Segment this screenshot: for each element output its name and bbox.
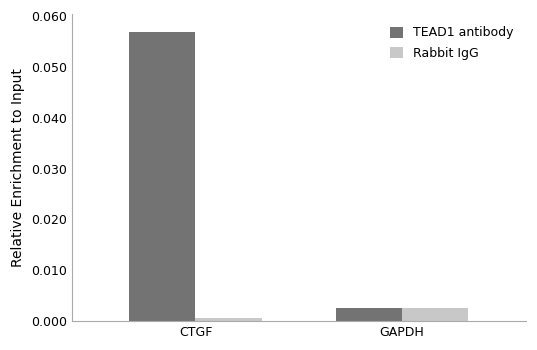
- Bar: [336, 308, 402, 321]
- Bar: [402, 308, 468, 321]
- Y-axis label: Relative Enrichment to Input: Relative Enrichment to Input: [11, 68, 25, 267]
- Bar: [129, 32, 195, 321]
- Bar: [195, 318, 262, 321]
- Legend: TEAD1 antibody, Rabbit IgG: TEAD1 antibody, Rabbit IgG: [384, 20, 520, 66]
